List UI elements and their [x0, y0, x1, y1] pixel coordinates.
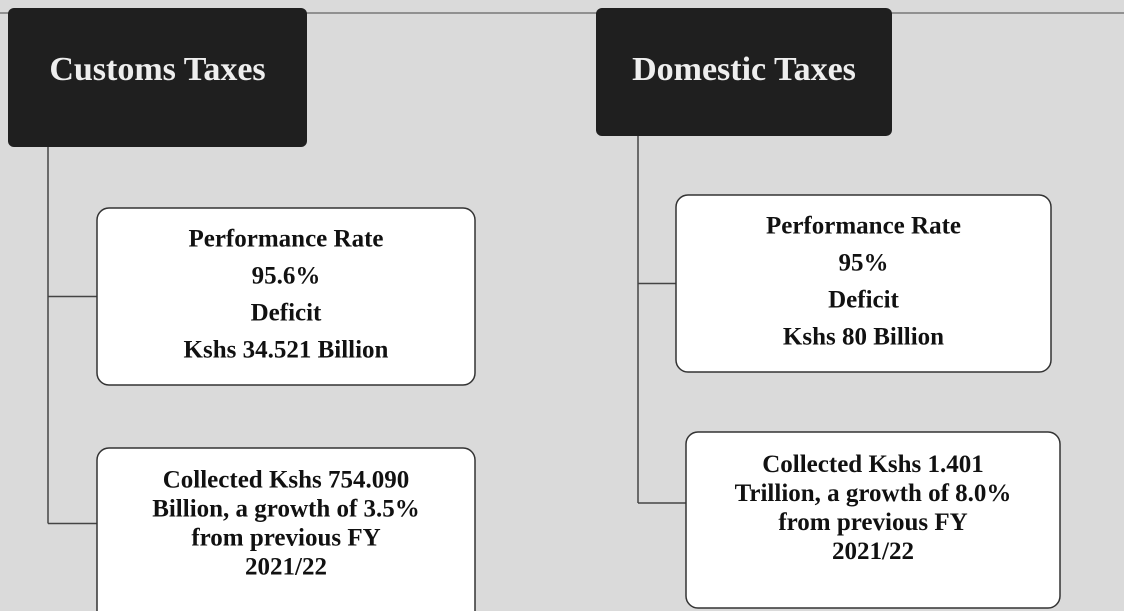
box-line: 2021/22	[832, 538, 914, 565]
header-title: Domestic Taxes	[632, 51, 856, 88]
box-line: Performance Rate	[188, 226, 383, 253]
box-line: 95.6%	[252, 263, 321, 290]
box-line: 2021/22	[245, 554, 327, 581]
box-line: Kshs 80 Billion	[783, 324, 944, 351]
box-line: Billion, a growth of 3.5%	[152, 496, 420, 523]
info-box	[96, 207, 476, 386]
box-line: Kshs 34.521 Billion	[184, 337, 389, 364]
header-box	[596, 8, 892, 136]
box-line: Performance Rate	[766, 213, 961, 240]
box-line: Deficit	[828, 287, 899, 314]
info-box	[685, 431, 1061, 609]
box-line: 95%	[839, 250, 889, 277]
header-box	[8, 8, 307, 147]
box-line: from previous FY	[191, 525, 380, 552]
header-title: Customs Taxes	[49, 51, 265, 88]
box-line: Collected Kshs 754.090	[163, 467, 410, 494]
info-box	[675, 194, 1052, 373]
info-box	[96, 447, 476, 611]
box-line: Collected Kshs 1.401	[762, 451, 984, 478]
box-line: from previous FY	[778, 509, 967, 536]
box-line: Deficit	[251, 300, 322, 327]
box-line: Trillion, a growth of 8.0%	[735, 480, 1012, 507]
